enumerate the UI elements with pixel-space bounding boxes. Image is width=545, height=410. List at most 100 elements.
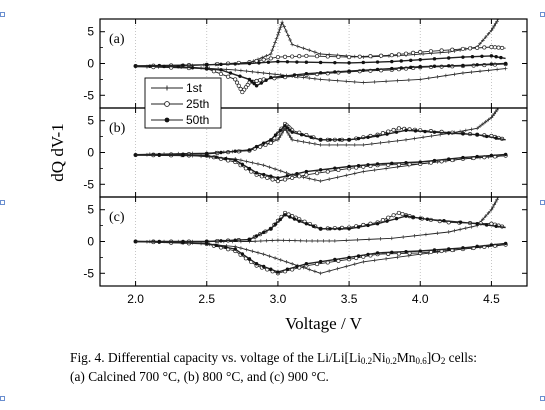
series-50th-point (283, 213, 287, 217)
series-1st-point (452, 72, 457, 77)
series-50th-point (494, 55, 498, 59)
series-50th-point (489, 54, 494, 58)
series-50th-point (288, 128, 292, 132)
series-25th-point (315, 54, 320, 59)
series-50th-point (288, 215, 292, 219)
series-25th-point (418, 50, 423, 55)
series-50th-point (409, 65, 413, 70)
series-1st-point (421, 52, 425, 56)
caption-text-3: Mn (396, 350, 416, 365)
series-50th-point (432, 248, 437, 252)
selection-handle[interactable] (0, 200, 5, 205)
series-1st-point (250, 249, 255, 253)
series-25th-point (400, 211, 405, 217)
series-1st-point (280, 131, 284, 135)
series-50th-point (489, 243, 494, 247)
series-50th-point (404, 160, 408, 165)
series-1st-point (489, 28, 494, 33)
series-50th-point (214, 243, 218, 248)
x-tick-label: 2.5 (198, 292, 215, 306)
series-1st-point (273, 167, 277, 171)
series-25th-point (268, 140, 273, 146)
series-50th-point (458, 220, 463, 224)
series-1st-point (344, 238, 349, 243)
series-1st-point (335, 143, 340, 147)
series-1st-point (463, 128, 468, 133)
series-50th-point (252, 81, 256, 86)
series-1st-point (278, 258, 283, 262)
series-25th-point (396, 52, 401, 57)
series-50th-point (309, 135, 313, 139)
series-1st-point (278, 25, 283, 30)
series-50th-point (347, 164, 351, 169)
series-50th-point (375, 67, 380, 72)
series-50th-point (254, 262, 259, 266)
series-25th-point (439, 48, 444, 53)
series-50th-point (219, 68, 223, 72)
series-1st-point (244, 247, 249, 252)
series-1st-point (290, 261, 294, 266)
series-1st-point (378, 237, 383, 241)
series-50th-point (295, 60, 299, 64)
selection-handle[interactable] (0, 396, 5, 401)
series-1st-point (273, 256, 277, 260)
series-1st-point (261, 71, 266, 75)
series-1st-point (492, 202, 497, 207)
series-50th-point (269, 75, 273, 80)
y-tick-label: 5 (87, 25, 94, 39)
y-tick-label: 0 (87, 235, 94, 249)
series-1st-point (495, 108, 499, 112)
series-50th-point (233, 149, 237, 153)
caption-sub-4: 2 (440, 356, 446, 366)
series-50th-point (157, 153, 162, 157)
series-1st-point (327, 78, 331, 82)
series-50th-point (432, 130, 437, 134)
series-1st-point (269, 52, 273, 56)
series-1st-point (489, 207, 494, 212)
series-1st-point (493, 200, 498, 204)
series-50th-point (254, 144, 259, 149)
series-1st-point (352, 80, 357, 84)
series-1st-point (256, 250, 260, 255)
selection-handle[interactable] (540, 396, 545, 401)
series-1st-point (301, 46, 306, 51)
selection-handle[interactable] (540, 200, 545, 205)
series-50th-point (475, 133, 479, 137)
series-1st-point (429, 134, 434, 138)
series-25th-point (304, 53, 309, 58)
series-1st-point (318, 271, 323, 276)
series-50th-point (254, 171, 259, 175)
selection-handle[interactable] (540, 12, 545, 17)
series-50th-point (503, 152, 508, 157)
series-1st-point (267, 254, 272, 258)
series-1st-point (352, 171, 357, 176)
series-1st-point (495, 67, 499, 72)
caption-text-4: ]O (426, 350, 441, 365)
series-1st-point (239, 246, 243, 250)
series-25th-point (386, 215, 391, 220)
series-1st-point (335, 78, 340, 83)
series-1st-point (446, 230, 451, 234)
series-1st-point (278, 169, 283, 173)
series-50th-point (318, 227, 323, 231)
selection-handle[interactable] (0, 12, 5, 17)
series-50th-point (475, 154, 479, 159)
series-50th-point (259, 81, 264, 85)
series-25th-point (379, 53, 384, 58)
series-1st-point (301, 140, 306, 144)
series-25th-point (468, 46, 473, 51)
series-50th-point (247, 257, 252, 261)
series-25th-point (238, 86, 243, 91)
series-1st-point (370, 142, 374, 146)
series-1st-point (313, 76, 317, 81)
series-25th-point (234, 80, 240, 85)
series-1st-point (367, 237, 371, 242)
series-50th-point (333, 257, 337, 262)
series-1st-point (493, 21, 498, 26)
series-1st-point (395, 139, 400, 143)
series-50th-point (475, 244, 479, 249)
series-1st-point (327, 239, 331, 243)
series-50th-point (366, 252, 370, 257)
series-50th-point (247, 148, 252, 152)
series-50th-point (432, 64, 437, 68)
